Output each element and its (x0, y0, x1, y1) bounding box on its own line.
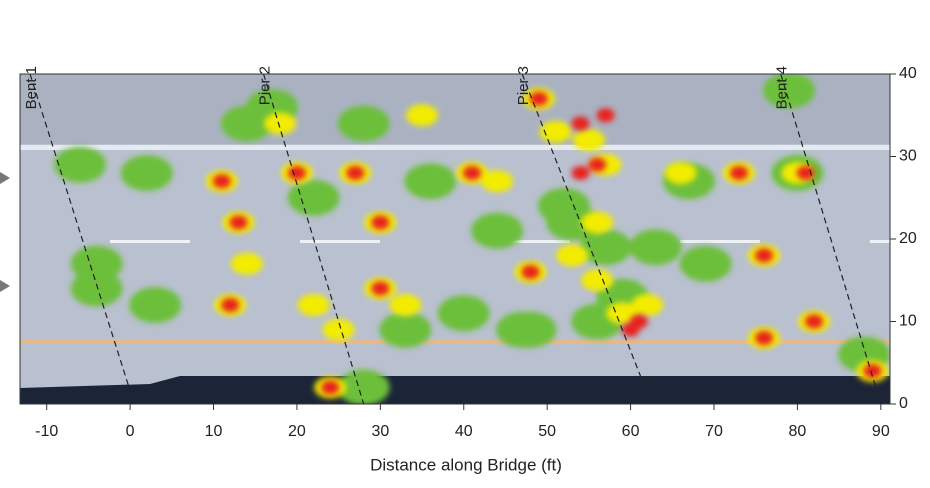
x-axis-label: Distance along Bridge (ft) (370, 455, 562, 474)
hotspot (213, 174, 231, 188)
hotspot (597, 108, 615, 122)
hotspot (630, 315, 648, 329)
y-tick-label: 20 (899, 230, 917, 247)
support-label: Bent 4 (774, 66, 791, 109)
hotspot (572, 166, 590, 180)
hotspot (530, 92, 548, 106)
hotspot (346, 166, 364, 180)
lane-dash (300, 240, 380, 243)
hotspot (288, 166, 306, 180)
arrow (0, 280, 10, 292)
x-tick-label: 20 (288, 423, 306, 440)
hotspot (338, 106, 390, 142)
y-tick-label: 40 (899, 65, 917, 82)
support-label: Pier 3 (515, 66, 532, 105)
hotspot (580, 229, 632, 265)
x-tick-label: 30 (371, 423, 389, 440)
hotspot (572, 117, 590, 131)
hotspot (504, 312, 556, 348)
hotspot (538, 188, 590, 224)
hotspot (323, 319, 355, 341)
y-tick-label: 0 (899, 395, 908, 412)
hotspot (438, 295, 490, 331)
hotspot (481, 170, 513, 192)
x-tick-label: 10 (205, 423, 223, 440)
hotspot (406, 104, 438, 126)
x-tick-label: 50 (538, 423, 556, 440)
hotspot (230, 216, 248, 230)
x-tick-label: 40 (455, 423, 473, 440)
y-tick-label: 30 (899, 148, 917, 165)
hotspot (321, 381, 339, 395)
y-tick-label: 10 (899, 313, 917, 330)
x-tick-label: 0 (126, 423, 135, 440)
hotspot (71, 271, 123, 307)
x-tick-label: 90 (872, 423, 890, 440)
hotspot (298, 294, 330, 316)
hotspot (371, 216, 389, 230)
hotspot (404, 163, 456, 199)
hotspot (389, 294, 421, 316)
hotspot (588, 158, 606, 172)
hotspot (121, 155, 173, 191)
chart: Distance along Bridge (ft) Bent 1 Pier 2 P… (0, 0, 930, 483)
x-tick-label: 60 (622, 423, 640, 440)
hotspot (581, 212, 613, 234)
hotspot (755, 331, 773, 345)
hotspot (221, 298, 239, 312)
hotspot (471, 213, 523, 249)
hotspot (805, 315, 823, 329)
support-label: Bent 1 (23, 66, 40, 109)
hotspot (54, 147, 106, 183)
arrow (0, 172, 10, 184)
hotspot (665, 162, 697, 184)
hotspot (797, 166, 815, 180)
hotspot (631, 294, 663, 316)
hotspot (755, 249, 773, 263)
lane-line (20, 145, 890, 150)
x-tick-label: 70 (705, 423, 723, 440)
hotspot (231, 253, 263, 275)
hotspot (463, 166, 481, 180)
hotspot (556, 245, 588, 267)
hotspot (680, 246, 732, 282)
shoulder (20, 74, 890, 144)
hotspot (371, 282, 389, 296)
x-tick-label: 80 (789, 423, 807, 440)
lane-dash (110, 240, 190, 243)
support-label: Pier 2 (257, 66, 274, 105)
x-tick-label: -10 (35, 423, 58, 440)
hotspot (630, 229, 682, 265)
hotspot (581, 269, 613, 291)
hotspot (521, 265, 539, 279)
hotspot (288, 180, 340, 216)
hotspot (264, 113, 296, 135)
hotspot (730, 166, 748, 180)
hotspot (129, 287, 181, 323)
hotspot (573, 129, 605, 151)
hotspot (379, 312, 431, 348)
lane-dash (680, 240, 760, 243)
